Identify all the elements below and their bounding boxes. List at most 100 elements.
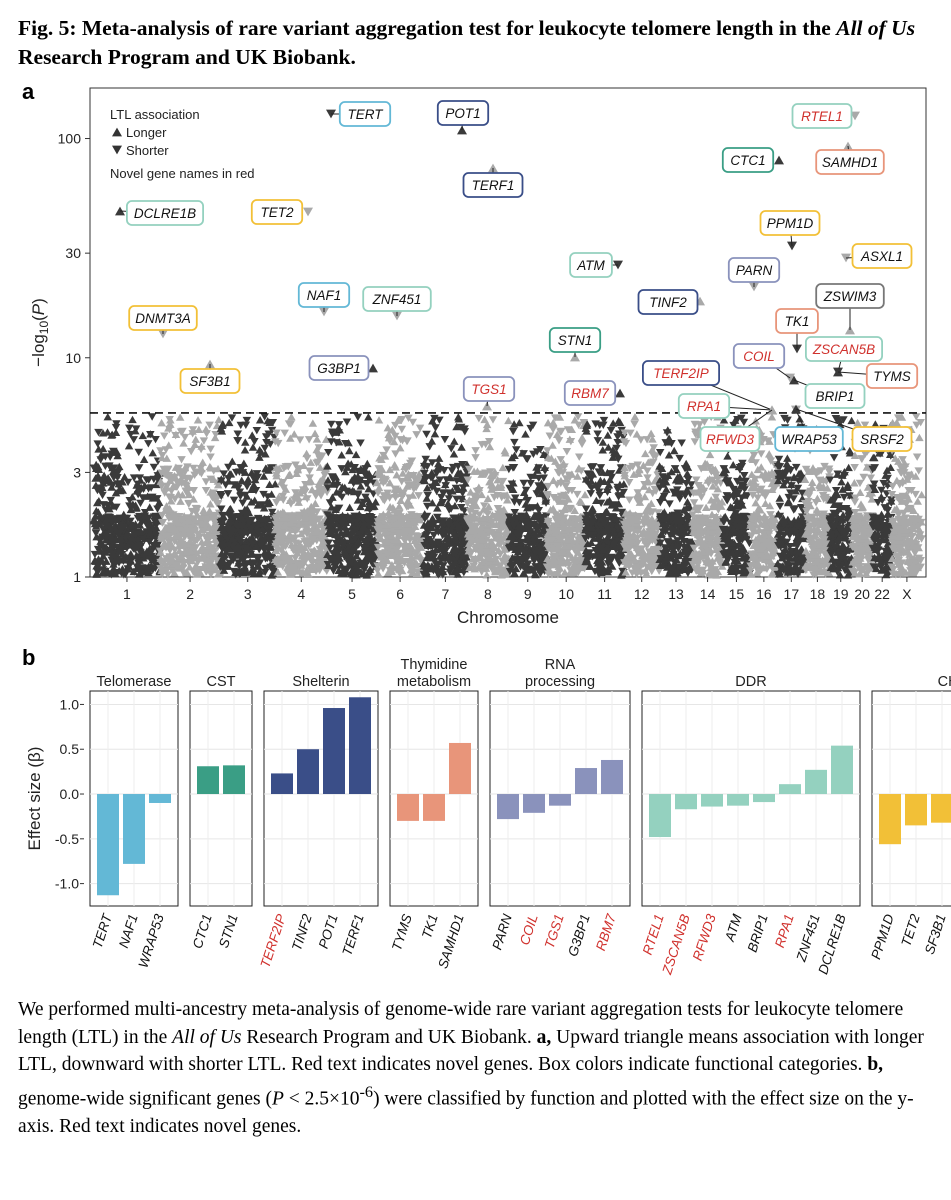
snp-point — [285, 569, 295, 578]
snp-point — [133, 559, 143, 567]
snp-point — [310, 563, 319, 572]
snp-point — [163, 466, 172, 475]
snp-point — [133, 514, 143, 522]
snp-point — [351, 450, 361, 459]
snp-point — [263, 499, 273, 508]
snp-point — [260, 568, 270, 577]
snp-point — [241, 438, 250, 446]
snp-point — [194, 425, 204, 434]
snp-point — [145, 503, 154, 511]
snp-point — [250, 475, 260, 484]
snp-point — [306, 477, 316, 485]
snp-point — [162, 454, 172, 462]
snp-point — [154, 512, 163, 520]
snp-point — [114, 531, 123, 540]
snp-point — [233, 437, 243, 445]
snp-point — [209, 533, 218, 542]
snp-point — [251, 487, 261, 495]
snp-point — [126, 536, 136, 545]
snp-point — [216, 424, 226, 432]
snp-point — [185, 524, 195, 532]
snp-point — [310, 429, 320, 438]
snp-point — [92, 506, 101, 515]
snp-point — [232, 551, 242, 559]
snp-point — [101, 535, 111, 544]
snp-point — [341, 467, 350, 476]
background-points — [89, 412, 926, 579]
snp-point — [208, 556, 217, 565]
snp-point — [238, 464, 247, 472]
snp-point — [103, 521, 113, 529]
snp-point — [157, 519, 167, 527]
snp-point — [242, 416, 252, 425]
snp-point — [253, 553, 263, 562]
snp-point — [218, 517, 227, 525]
snp-point — [295, 520, 304, 528]
snp-point — [98, 429, 108, 437]
snp-point — [240, 468, 250, 476]
snp-point — [267, 571, 276, 579]
snp-point — [144, 516, 154, 525]
snp-point — [157, 511, 167, 520]
snp-point — [136, 499, 145, 508]
snp-point — [191, 435, 201, 443]
snp-point — [183, 569, 192, 577]
snp-point — [302, 495, 312, 503]
snp-point — [298, 568, 308, 577]
snp-point — [303, 549, 313, 557]
snp-point — [179, 439, 188, 447]
snp-point — [198, 524, 207, 533]
snp-point — [200, 515, 210, 524]
snp-point — [236, 538, 246, 547]
snp-point — [165, 476, 175, 485]
snp-point — [283, 463, 293, 471]
snp-point — [93, 545, 103, 554]
snp-point — [131, 427, 140, 435]
snp-point — [236, 491, 246, 500]
snp-point — [201, 486, 211, 495]
snp-point — [140, 481, 149, 490]
snp-point — [274, 493, 283, 501]
snp-point — [169, 482, 178, 490]
snp-point — [105, 453, 115, 461]
snp-point — [267, 490, 276, 498]
snp-point — [142, 547, 152, 555]
snp-point — [177, 456, 186, 464]
snp-point — [216, 534, 225, 543]
snp-point — [143, 492, 152, 500]
snp-point — [199, 437, 209, 445]
snp-point — [234, 562, 244, 571]
snp-point — [300, 514, 309, 522]
snp-point — [224, 418, 234, 427]
snp-point — [325, 544, 335, 553]
snp-point — [240, 446, 250, 454]
snp-point — [271, 538, 280, 546]
snp-point — [273, 530, 283, 539]
snp-point — [190, 545, 200, 553]
snp-point — [273, 568, 283, 576]
snp-point — [128, 415, 137, 424]
snp-point — [221, 481, 231, 489]
snp-point — [101, 462, 110, 470]
snp-point — [287, 412, 296, 421]
snp-point — [306, 458, 316, 466]
snp-point — [222, 549, 231, 557]
snp-point — [294, 540, 304, 548]
snp-point — [247, 516, 257, 524]
snp-point — [94, 445, 103, 453]
snp-point — [286, 420, 296, 428]
snp-point — [173, 530, 183, 538]
snp-point — [204, 540, 213, 549]
snp-point — [176, 497, 185, 505]
snp-point — [157, 418, 166, 427]
snp-point — [123, 541, 133, 549]
snp-point — [229, 496, 239, 505]
snp-point — [101, 567, 110, 576]
snp-point — [294, 515, 304, 524]
snp-point — [176, 535, 185, 543]
snp-point — [138, 535, 148, 543]
snp-point — [281, 513, 290, 522]
snp-point — [271, 515, 281, 524]
snp-point — [291, 554, 300, 563]
snp-point — [123, 565, 133, 573]
